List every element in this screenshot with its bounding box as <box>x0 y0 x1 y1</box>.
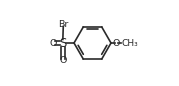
Text: O: O <box>49 39 57 47</box>
Text: O: O <box>113 39 120 47</box>
Text: Br: Br <box>58 20 68 29</box>
Text: S: S <box>59 36 66 50</box>
Text: O: O <box>59 56 67 65</box>
Text: CH₃: CH₃ <box>122 39 138 47</box>
